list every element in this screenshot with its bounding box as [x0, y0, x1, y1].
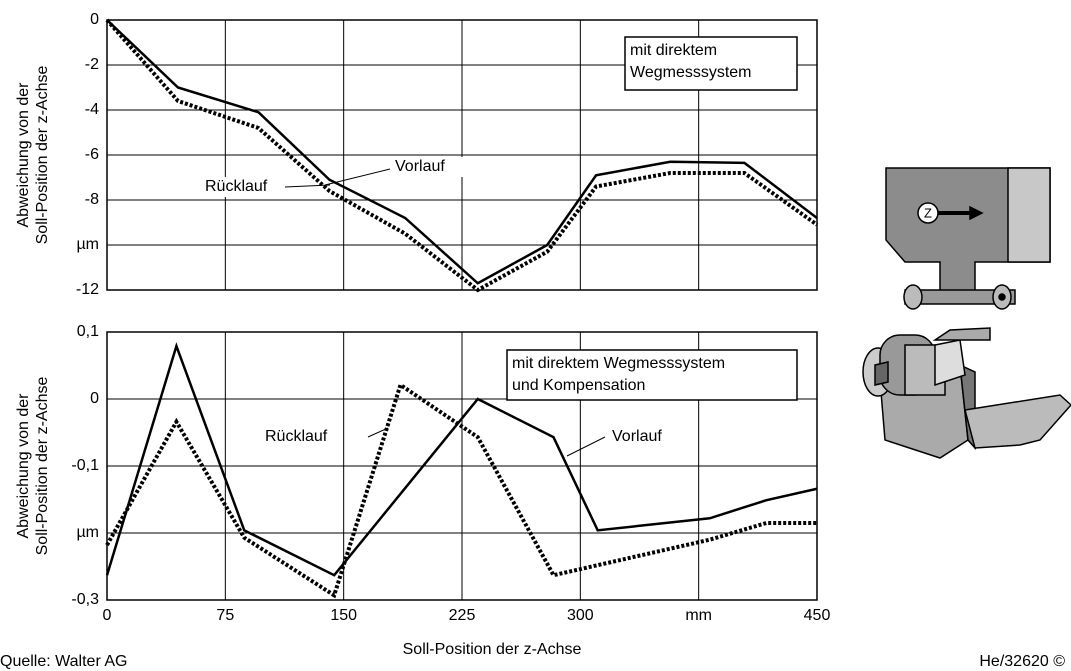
annotation: mit direktem	[630, 42, 717, 59]
x-tick-label: 300	[567, 607, 594, 624]
x-tick-label: mm	[685, 607, 712, 624]
y-tick-label: µm	[76, 236, 99, 253]
x-tick-label: 450	[804, 607, 831, 624]
callout-line	[324, 168, 391, 186]
series-label: Vorlauf	[395, 158, 445, 175]
y-axis-label: Abweichung von der	[15, 393, 32, 539]
x-axis-label: Soll-Position der z-Achse	[403, 641, 582, 658]
callout-line	[566, 436, 606, 457]
plot-frame	[106, 19, 818, 291]
axis-symbol: Z	[924, 205, 932, 220]
annotation-box	[624, 36, 798, 91]
annotation: mit direktem Wegmesssystem	[512, 355, 725, 372]
series-label: Vorlauf	[612, 428, 662, 445]
legend-bg	[610, 427, 688, 447]
y-tick-label: -8	[85, 191, 99, 208]
legend-bg	[263, 427, 341, 447]
legend-bg	[393, 157, 471, 177]
x-tick-label: 150	[330, 607, 357, 624]
y-tick-label: 0	[90, 390, 99, 407]
callout-line	[284, 184, 331, 188]
y-axis-label: Soll-Position der z-Achse	[34, 377, 51, 556]
y-tick-label: -0,3	[71, 591, 99, 608]
legend-bg	[203, 177, 281, 197]
series-label: Rücklauf	[205, 178, 268, 195]
y-tick-label: µm	[76, 524, 99, 541]
y-tick-label: 0,1	[77, 323, 99, 340]
y-axis-label: Abweichung von der	[15, 82, 32, 228]
series-label: Rücklauf	[265, 428, 328, 445]
series-line	[105, 342, 818, 577]
x-tick-label: 225	[449, 607, 476, 624]
annotation: Wegmesssystem	[630, 64, 752, 81]
y-tick-label: -6	[85, 146, 99, 163]
code: He/32620 ©	[979, 653, 1065, 670]
y-tick-label: -0,1	[71, 457, 99, 474]
annotation-box	[506, 349, 798, 401]
series-line	[105, 18, 819, 293]
series-line	[106, 19, 818, 285]
source: Quelle: Walter AG	[0, 653, 127, 670]
y-tick-label: -2	[85, 56, 99, 73]
callout-line	[367, 427, 389, 438]
y-tick-label: -12	[76, 281, 99, 298]
x-tick-label: 0	[103, 607, 112, 624]
machine-illustration-bottom	[862, 327, 1071, 459]
y-tick-label: -4	[85, 101, 99, 118]
plot-frame	[106, 331, 818, 601]
x-tick-label: 75	[216, 607, 234, 624]
machine-illustration-top	[885, 167, 1051, 310]
y-tick-label: 0	[90, 11, 99, 28]
y-axis-label: Soll-Position der z-Achse	[34, 66, 51, 245]
annotation: und Kompensation	[512, 377, 645, 394]
